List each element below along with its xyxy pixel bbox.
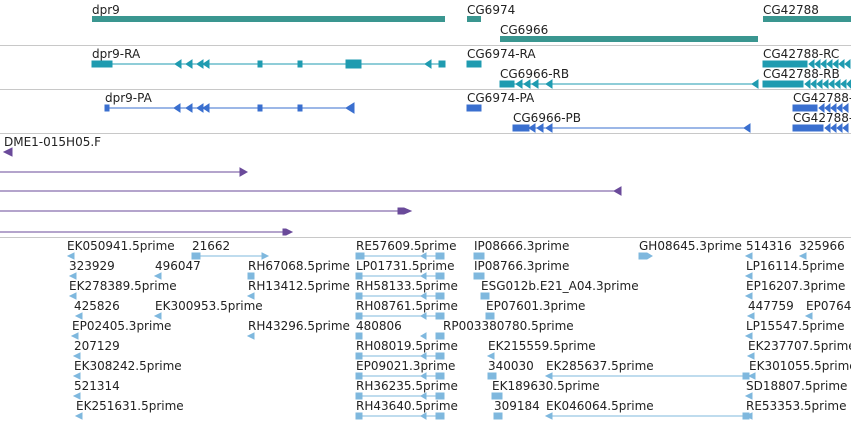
transcript-label-cg42788-rc[interactable]: CG42788-RC xyxy=(763,47,840,61)
est-label[interactable]: EP02405.3prime xyxy=(72,319,172,333)
est-label[interactable]: EK251631.5prime xyxy=(76,399,184,413)
gene-label-cg6966[interactable]: CG6966 xyxy=(500,23,549,37)
est-label[interactable]: RE53353.5prime xyxy=(746,399,847,413)
est-label[interactable]: LP15547.5prime xyxy=(746,319,845,333)
est-label[interactable]: EK285637.5prime xyxy=(546,359,654,373)
clone-glyphs[interactable] xyxy=(0,147,622,236)
est-label[interactable]: RH08019.5prime xyxy=(356,339,458,353)
transcript-label-cg6966-rb[interactable]: CG6966-RB xyxy=(500,67,570,81)
gene-bar xyxy=(763,16,851,22)
est-label[interactable]: EP16207.3prime xyxy=(746,279,846,293)
est-label[interactable]: 521314 xyxy=(74,379,120,393)
est-label[interactable]: IP08666.3prime xyxy=(474,239,570,253)
est-label[interactable]: EK046064.5prime xyxy=(546,399,654,413)
est-label[interactable]: 496047 xyxy=(155,259,201,273)
est-label[interactable]: RH58133.5prime xyxy=(356,279,458,293)
est-label[interactable]: EP07601.3prime xyxy=(486,299,586,313)
gene-bar xyxy=(467,16,481,22)
track-divider-4 xyxy=(0,237,851,238)
gene-label-cg42788[interactable]: CG42788 xyxy=(763,3,819,17)
est-label[interactable]: RH08761.5prime xyxy=(356,299,458,313)
est-label[interactable]: EK237707.5prime xyxy=(748,339,851,353)
est-label[interactable]: RH43640.5prime xyxy=(356,399,458,413)
protein-label-cg6966-pb[interactable]: CG6966-PB xyxy=(513,111,582,125)
est-label[interactable]: EK215559.5prime xyxy=(488,339,596,353)
est-label[interactable]: IP08766.3prime xyxy=(474,259,570,273)
est-label[interactable]: RH67068.5prime xyxy=(248,259,350,273)
est-label[interactable]: EK189630.5prime xyxy=(492,379,600,393)
est-label[interactable]: GH08645.3prime xyxy=(639,239,742,253)
gene-bar xyxy=(92,16,445,22)
est-label[interactable]: EP0764 xyxy=(806,299,851,313)
est-label[interactable]: EK308242.5prime xyxy=(74,359,182,373)
track-divider-2 xyxy=(0,89,851,90)
est-label[interactable]: 323929 xyxy=(69,259,115,273)
gene-bar xyxy=(500,36,758,42)
est-label[interactable]: 480806 xyxy=(356,319,402,333)
est-label[interactable]: RH13412.5prime xyxy=(248,279,350,293)
est-label[interactable]: RH43296.5prime xyxy=(248,319,350,333)
protein-label-dpr9-pa[interactable]: dpr9-PA xyxy=(105,91,152,105)
est-label[interactable]: 340030 xyxy=(488,359,534,373)
gene-label-cg6974[interactable]: CG6974 xyxy=(467,3,516,17)
est-label[interactable]: 425826 xyxy=(74,299,120,313)
protein-glyphs[interactable] xyxy=(104,102,849,134)
est-label[interactable]: RP003380780.5prime xyxy=(443,319,574,333)
est-label[interactable]: 325966 xyxy=(799,239,845,253)
track-divider-1 xyxy=(0,45,851,46)
est-label[interactable]: EP09021.3prime xyxy=(356,359,456,373)
est-label[interactable]: EK301055.5prime xyxy=(749,359,851,373)
protein-label-cg6974-pa[interactable]: CG6974-PA xyxy=(467,91,535,105)
est-label[interactable]: 447759 xyxy=(748,299,794,313)
est-label[interactable]: LP01731.5prime xyxy=(356,259,455,273)
transcript-glyphs[interactable] xyxy=(91,58,851,90)
protein-label-cg42788-a[interactable]: CG42788- xyxy=(793,91,851,105)
est-glyphs[interactable] xyxy=(66,252,813,420)
transcript-label-dpr9-ra[interactable]: dpr9-RA xyxy=(92,47,141,61)
est-label[interactable]: RE57609.5prime xyxy=(356,239,457,253)
gene-label-dpr9[interactable]: dpr9 xyxy=(92,3,120,17)
est-label[interactable]: RH36235.5prime xyxy=(356,379,458,393)
protein-label-cg42788-b[interactable]: CG42788- xyxy=(793,111,851,125)
est-label[interactable]: 21662 xyxy=(192,239,231,253)
est-label[interactable]: LP16114.5prime xyxy=(746,259,845,273)
est-label[interactable]: EK278389.5prime xyxy=(69,279,177,293)
transcript-label-cg42788-rb[interactable]: CG42788-RB xyxy=(763,67,840,81)
est-label[interactable]: 309184 xyxy=(494,399,540,413)
est-label[interactable]: 207129 xyxy=(74,339,120,353)
transcript-label-cg6974-ra[interactable]: CG6974-RA xyxy=(467,47,536,61)
est-label[interactable]: SD18807.5prime xyxy=(746,379,848,393)
est-label[interactable]: 514316 xyxy=(746,239,792,253)
est-label[interactable]: ESG012b.E21_A04.3prime xyxy=(481,279,639,293)
track-divider-3 xyxy=(0,133,851,134)
est-label[interactable]: EK300953.5prime xyxy=(155,299,263,313)
gene-glyphs[interactable] xyxy=(92,16,851,42)
clone-label[interactable]: DME1-015H05.F xyxy=(4,135,102,149)
est-label[interactable]: EK050941.5prime xyxy=(67,239,175,253)
